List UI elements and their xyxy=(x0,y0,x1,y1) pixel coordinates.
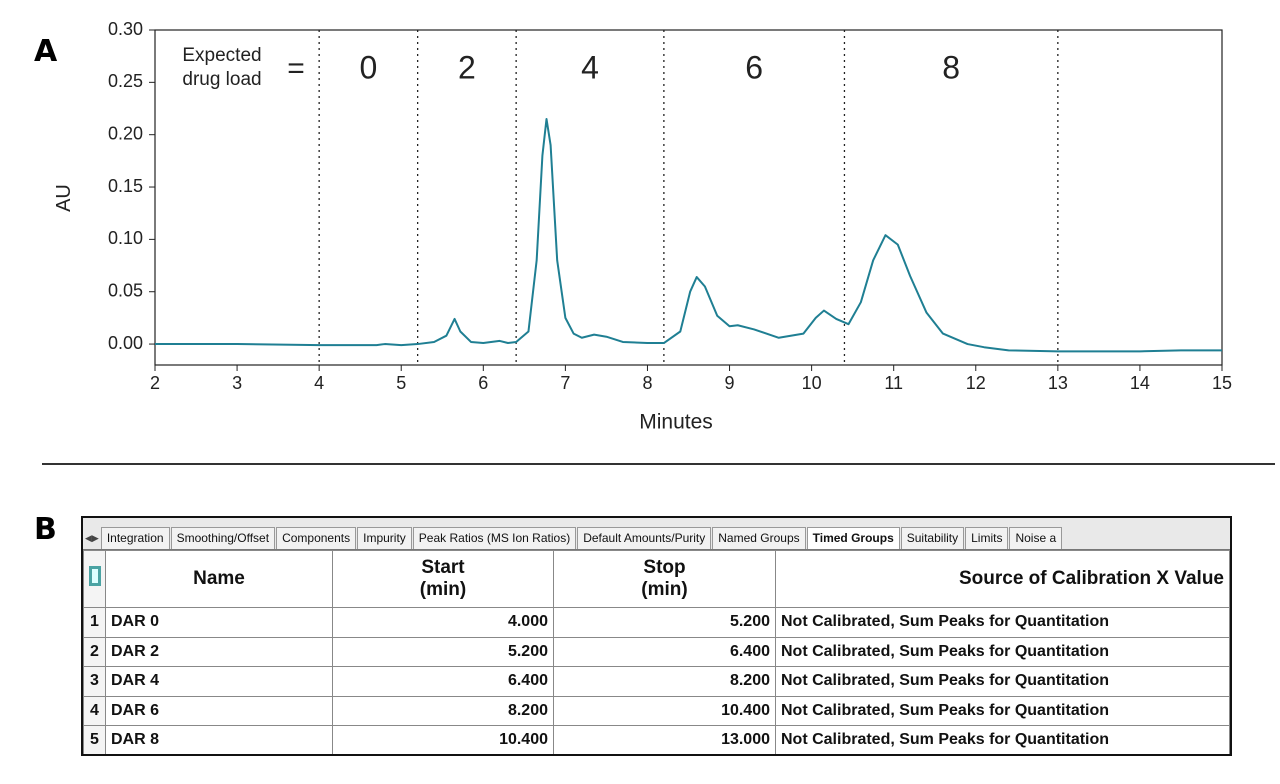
table-cell: 13.000 xyxy=(553,725,776,754)
column-header: Start (min) xyxy=(332,550,554,608)
panel-label: A xyxy=(34,34,58,69)
chart: AU Minutes = 2 3 4 5 6 7 8 9 10 11 12 13 14 15 0.00 0.0… xyxy=(53,19,1232,434)
tab[interactable]: Peak Ratios (MS Ion Ratios) xyxy=(412,527,577,549)
table: Name Start (min) Stop (min) Source of Calib… xyxy=(83,550,1230,754)
tab[interactable]: Noise a xyxy=(1009,527,1063,549)
x-tick-label: 7 xyxy=(560,373,570,393)
tab[interactable]: Integration xyxy=(100,527,170,549)
table-cell: 6.400 xyxy=(553,636,776,667)
group-label: 2 xyxy=(458,49,476,85)
table-cell: DAR 0 xyxy=(105,607,333,638)
x-tick-label: 6 xyxy=(478,373,488,393)
x-tick-label: 11 xyxy=(884,373,903,393)
table-cell: 6.400 xyxy=(332,666,554,697)
table-cell: 5.200 xyxy=(332,636,554,667)
y-tick-label: 0.20 xyxy=(108,123,143,143)
tab-scroll[interactable]: ◀▶ xyxy=(85,533,99,543)
table-cell: Not Calibrated, Sum Peaks for Quantitati… xyxy=(775,636,1230,667)
column-header: Name xyxy=(105,550,333,608)
annotation: Expected drug load xyxy=(182,45,262,90)
annotation-equals: = xyxy=(287,52,305,85)
table-cell: 8.200 xyxy=(553,666,776,697)
tab[interactable]: Smoothing/Offset xyxy=(170,527,276,549)
table-cell: Not Calibrated, Sum Peaks for Quantitati… xyxy=(775,725,1230,754)
table-row: 5 DAR 8 10.400 13.000 Not Calibrated, Sum Pe… xyxy=(83,725,1230,754)
table-cell: DAR 2 xyxy=(105,636,333,667)
y-tick-label: 0.25 xyxy=(108,71,143,91)
x-tick-label: 12 xyxy=(966,373,986,393)
column-header: Source of Calibration X Value xyxy=(775,550,1230,608)
panel-label: B xyxy=(34,512,57,547)
table-row: 1 DAR 0 4.000 5.200 Not Calibrated, Sum Peak… xyxy=(83,607,1230,638)
x-tick-label: 8 xyxy=(642,373,652,393)
table-cell: 10.400 xyxy=(553,695,776,726)
tab[interactable]: Named Groups xyxy=(712,527,806,549)
row-number: 4 xyxy=(83,695,106,726)
tab[interactable]: Limits xyxy=(965,527,1009,549)
plot-frame xyxy=(154,29,1223,366)
tab[interactable]: Timed Groups xyxy=(806,527,900,549)
table-cell: DAR 6 xyxy=(105,695,333,726)
x-tick-label: 14 xyxy=(1130,373,1150,393)
x-axis-label: Minutes xyxy=(639,411,713,434)
tab[interactable]: Default Amounts/Purity xyxy=(577,527,712,549)
tab[interactable]: Suitability xyxy=(900,527,965,549)
group-label: 4 xyxy=(581,49,599,85)
y-tick-label: 0.10 xyxy=(108,228,143,248)
x-tick-label: 15 xyxy=(1212,373,1232,393)
group-label: 8 xyxy=(942,49,960,85)
x-tick-label: 9 xyxy=(725,373,735,393)
tab-bar: ◀▶ Integration Smoothing/Offset Components I… xyxy=(83,518,1230,550)
y-tick-label: 0.30 xyxy=(108,19,143,39)
table-cell: 10.400 xyxy=(332,725,554,754)
tab[interactable]: Impurity xyxy=(357,527,412,549)
table-panel: ◀▶ Integration Smoothing/Offset Components I… xyxy=(81,516,1232,756)
tab[interactable]: Components xyxy=(276,527,357,549)
table-cell: DAR 8 xyxy=(105,725,333,754)
data-line xyxy=(155,117,1222,353)
group-label: 6 xyxy=(745,49,763,85)
separator xyxy=(42,463,1275,465)
y-tick-label: 0.00 xyxy=(108,333,143,353)
table-row: 2 DAR 2 5.200 6.400 Not Calibrated, Sum Peak… xyxy=(83,636,1230,667)
table-cell: Not Calibrated, Sum Peaks for Quantitati… xyxy=(775,607,1230,638)
x-tick-label: 5 xyxy=(396,373,406,393)
x-tick-label: 2 xyxy=(150,373,160,393)
table-cell: Not Calibrated, Sum Peaks for Quantitati… xyxy=(775,695,1230,726)
x-tick-label: 4 xyxy=(314,373,324,393)
table-icon xyxy=(83,550,106,608)
row-number: 1 xyxy=(83,607,106,638)
column-header: Stop (min) xyxy=(553,550,776,608)
table-cell: DAR 4 xyxy=(105,666,333,697)
row-number: 3 xyxy=(83,666,106,697)
table-cell: Not Calibrated, Sum Peaks for Quantitati… xyxy=(775,666,1230,697)
y-tick-label: 0.05 xyxy=(108,280,143,300)
table-cell: 8.200 xyxy=(332,695,554,726)
x-tick-label: 13 xyxy=(1048,373,1068,393)
group-label: 0 xyxy=(360,49,378,85)
table-row: 3 DAR 4 6.400 8.200 Not Calibrated, Sum Peak… xyxy=(83,666,1230,697)
x-tick-label: 3 xyxy=(232,373,242,393)
y-tick-label: 0.15 xyxy=(108,176,143,196)
x-tick-label: 10 xyxy=(802,373,822,393)
table-cell: 4.000 xyxy=(332,607,554,638)
y-axis-label: AU xyxy=(53,184,75,212)
table-row: 4 DAR 6 8.200 10.400 Not Calibrated, Sum Pea… xyxy=(83,695,1230,726)
row-number: 2 xyxy=(83,636,106,667)
row-number: 5 xyxy=(83,725,106,754)
table-cell: 5.200 xyxy=(553,607,776,638)
